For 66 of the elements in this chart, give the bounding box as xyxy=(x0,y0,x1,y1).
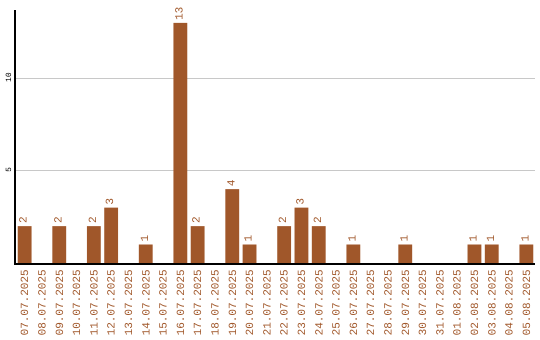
x-tick-label: 25.07.2025 xyxy=(332,269,344,336)
bar xyxy=(173,22,188,263)
y-tick-label: 5 xyxy=(4,166,14,172)
x-tick-label: 05.08.2025 xyxy=(522,269,534,336)
data-label: 2 xyxy=(88,216,100,224)
data-label: 1 xyxy=(244,234,256,242)
x-tick-label: 04.08.2025 xyxy=(504,269,517,336)
x-tick-label: 12.07.2025 xyxy=(106,269,119,336)
x-tick-label: 21.07.2025 xyxy=(262,269,274,336)
x-tick-label: 17.07.2025 xyxy=(193,269,206,336)
bar xyxy=(468,244,482,263)
x-tick-label: 31.07.2025 xyxy=(435,269,448,336)
x-tick-label: 14.07.2025 xyxy=(141,269,154,336)
x-tick-label: 24.07.2025 xyxy=(314,269,326,336)
x-tick-label: 10.07.2025 xyxy=(72,269,84,336)
x-tick-label: 23.07.2025 xyxy=(297,269,310,336)
x-tick-label: 22.07.2025 xyxy=(280,269,292,336)
bar xyxy=(242,244,256,263)
data-label: 1 xyxy=(468,234,480,242)
data-label: 1 xyxy=(347,234,360,242)
data-label: 2 xyxy=(312,216,325,224)
bar xyxy=(18,226,32,263)
data-label: 2 xyxy=(53,216,66,224)
x-tick-label: 15.07.2025 xyxy=(158,269,171,336)
x-tick-label: 19.07.2025 xyxy=(228,269,240,336)
x-tick-label: 09.07.2025 xyxy=(54,269,67,336)
x-tick-label: 13.07.2025 xyxy=(124,269,136,336)
x-tick-label: 03.08.2025 xyxy=(487,269,500,336)
data-label: 3 xyxy=(105,198,118,205)
bar xyxy=(484,244,499,263)
bar xyxy=(190,226,205,263)
bar xyxy=(225,189,240,263)
bar xyxy=(398,244,412,263)
x-tick-label: 18.07.2025 xyxy=(210,269,223,336)
bar xyxy=(277,226,292,263)
data-label: 2 xyxy=(18,216,31,224)
x-tick-label: 01.08.2025 xyxy=(452,269,465,336)
x-tick-label: 26.07.2025 xyxy=(348,269,361,336)
x-tick-label: 11.07.2025 xyxy=(89,269,102,336)
y-tick-label: 10 xyxy=(4,72,14,82)
bar xyxy=(86,226,101,263)
x-tick-label: 30.07.2025 xyxy=(418,269,430,336)
x-tick-label: 28.07.2025 xyxy=(384,269,396,336)
data-label: 13 xyxy=(174,6,186,20)
data-label: 2 xyxy=(192,216,204,224)
x-tick-label: 27.07.2025 xyxy=(366,269,378,336)
x-tick-label: 29.07.2025 xyxy=(400,269,413,336)
data-label: 3 xyxy=(295,198,308,205)
data-label: 1 xyxy=(520,234,532,242)
data-label: 1 xyxy=(486,234,498,242)
data-label: 2 xyxy=(278,216,290,224)
bar xyxy=(312,226,326,263)
bar xyxy=(138,244,153,263)
x-tick-label: 20.07.2025 xyxy=(245,269,258,336)
bar xyxy=(519,244,534,263)
bar xyxy=(346,244,360,263)
bar xyxy=(52,226,66,263)
x-tick-label: 16.07.2025 xyxy=(176,269,188,336)
data-label: 1 xyxy=(140,234,152,242)
x-tick-label: 02.08.2025 xyxy=(470,269,482,336)
bar xyxy=(294,208,308,263)
x-tick-label: 07.07.2025 xyxy=(20,269,32,336)
data-label: 1 xyxy=(399,234,412,242)
x-tick-label: 08.07.2025 xyxy=(38,269,50,336)
data-label: 4 xyxy=(226,179,238,186)
bar xyxy=(104,208,118,263)
